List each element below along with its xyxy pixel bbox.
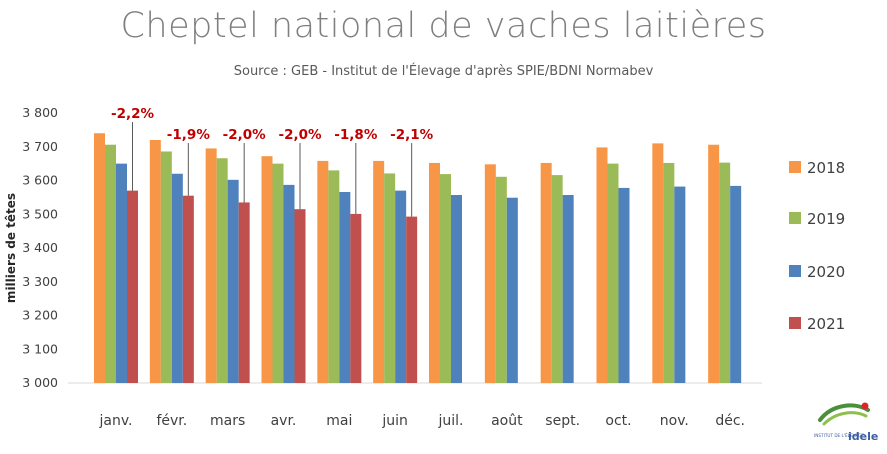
chart-title: Cheptel national de vaches laitières — [120, 6, 767, 46]
bar-2019 — [663, 162, 675, 383]
bar-2021 — [406, 216, 418, 383]
bar-2018 — [596, 147, 608, 383]
annotation-label: -1,9% — [167, 127, 211, 143]
x-tick-label: juin — [381, 413, 408, 429]
bar-2018 — [149, 140, 161, 383]
bar-2021 — [350, 213, 362, 383]
x-tick-label: déc. — [715, 413, 745, 429]
x-tick-label: juil. — [438, 413, 464, 429]
bar-2021 — [182, 195, 194, 383]
legend-label: 2020 — [807, 263, 845, 281]
legend-label: 2021 — [807, 315, 845, 333]
annotation-label: -2,2% — [111, 106, 155, 122]
bar-2020 — [451, 195, 462, 383]
y-axis-label: milliers de têtes — [4, 193, 18, 303]
bar-2020 — [506, 197, 518, 383]
bar-2020 — [339, 191, 351, 383]
y-tick-label: 3 400 — [22, 240, 58, 255]
bar-2019 — [719, 162, 731, 383]
bar-2019 — [328, 170, 340, 383]
y-tick-label: 3 800 — [22, 105, 58, 120]
bar-2020 — [562, 195, 574, 383]
bar-2020 — [116, 163, 127, 383]
bar-2019 — [216, 158, 228, 383]
bar-2018 — [317, 160, 329, 383]
bar-2018 — [373, 160, 385, 383]
chart-subtitle: Source : GEB - Institut de l'Élevage d'a… — [233, 64, 654, 79]
bar-2020 — [618, 187, 630, 383]
bar-2018 — [205, 148, 217, 383]
bar-2020 — [395, 190, 407, 383]
idele-logo: INSTITUT DE L'ÉLEVAGE idele — [810, 396, 880, 444]
bar-2018 — [261, 156, 273, 383]
bar-2018 — [708, 144, 720, 383]
bar-2019 — [495, 176, 507, 383]
legend-label: 2018 — [807, 159, 845, 177]
annotation-label: -2,1% — [390, 127, 434, 143]
x-tick-label: janv. — [99, 413, 133, 429]
bar-2020 — [674, 186, 686, 383]
x-tick-label: août — [491, 413, 523, 429]
legend-swatch-2020 — [789, 265, 801, 277]
bar-2020 — [730, 185, 742, 383]
annotation-label: -2,0% — [223, 127, 267, 143]
bar-2018 — [429, 162, 440, 383]
bar-2020 — [171, 173, 183, 383]
x-tick-label: mai — [326, 413, 352, 429]
bar-2018 — [540, 162, 552, 383]
legend-swatch-2018 — [789, 161, 801, 173]
y-tick-label: 3 200 — [22, 308, 58, 323]
legend-swatch-2021 — [789, 317, 801, 329]
legend-label: 2019 — [807, 210, 845, 228]
logo-caption: INSTITUT DE L'ÉLEVAGE — [814, 433, 864, 438]
y-tick-label: 3 500 — [22, 206, 58, 221]
bar-2019 — [160, 151, 172, 383]
bar-2021 — [127, 190, 138, 383]
bar-2018 — [94, 133, 105, 383]
legend-swatch-2019 — [789, 212, 801, 224]
logo-brand: idele — [848, 430, 878, 443]
bar-2019 — [440, 174, 451, 383]
bar-2019 — [105, 144, 116, 383]
y-tick-label: 3 100 — [22, 341, 58, 356]
y-tick-label: 3 300 — [22, 274, 58, 289]
x-tick-label: nov. — [660, 413, 689, 429]
bar-2019 — [551, 175, 563, 383]
bar-2018 — [652, 143, 664, 383]
x-tick-label: mars — [210, 413, 245, 429]
bar-2018 — [484, 164, 496, 383]
y-tick-label: 3 600 — [22, 173, 58, 188]
bar-2019 — [607, 163, 619, 383]
bar-2019 — [384, 173, 396, 383]
annotation-label: -1,8% — [334, 127, 378, 143]
x-tick-label: sept. — [545, 413, 580, 429]
y-tick-label: 3 700 — [22, 139, 58, 154]
x-tick-label: févr. — [156, 413, 187, 429]
bar-2020 — [283, 184, 295, 383]
annotation-label: -2,0% — [278, 127, 322, 143]
bar-2020 — [227, 179, 239, 383]
bar-2019 — [272, 163, 284, 383]
bar-2021 — [238, 202, 250, 383]
x-tick-label: oct. — [605, 413, 631, 429]
y-tick-label: 3 000 — [22, 375, 58, 390]
x-tick-label: avr. — [271, 413, 297, 429]
bar-2021 — [294, 209, 306, 383]
